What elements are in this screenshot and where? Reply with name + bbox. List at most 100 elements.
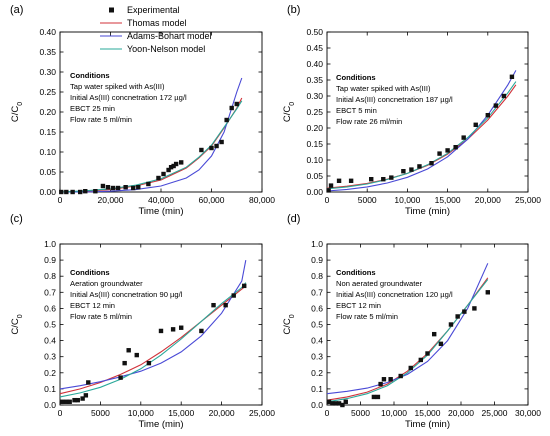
y-tick-label: 0.25 <box>39 87 56 97</box>
y-tick-label: 0.4 <box>311 336 323 346</box>
y-tick-label: 0.0 <box>44 400 56 410</box>
y-tick-label: 0.0 <box>311 400 323 410</box>
data-point-experimental <box>408 365 413 371</box>
data-point-experimental <box>326 399 332 404</box>
data-point-experimental <box>330 401 335 406</box>
x-tick-label: 30,000 <box>515 408 541 418</box>
data-point-experimental <box>381 377 387 382</box>
x-axis-label: Time (min) <box>405 206 450 217</box>
series-line-yoon <box>326 81 517 190</box>
data-point-experimental <box>86 380 91 385</box>
conditions-line: EBCT 12 min <box>70 301 115 310</box>
legend-entry-experimental: Experimental <box>109 5 180 15</box>
data-point-experimental <box>173 161 179 167</box>
data-point-experimental <box>72 397 77 403</box>
data-point-experimental <box>134 352 139 358</box>
y-tick-label: 0.1 <box>311 384 323 394</box>
data-point-experimental <box>493 103 499 108</box>
series-line-yoon <box>59 282 247 398</box>
conditions-line: Flow rate 26 ml/min <box>336 117 402 126</box>
y-tick-label: 0.2 <box>311 368 323 378</box>
series-line-adams <box>59 259 247 390</box>
series-line-adams <box>326 263 489 395</box>
data-point-experimental <box>123 185 128 190</box>
y-axis-label-main: C/C <box>282 318 293 335</box>
y-tick-label: 0.30 <box>39 67 56 77</box>
conditions-line: Flow rate 5 ml/min <box>336 312 398 321</box>
legend: Experimental Thomas model Adams-Bohart mod… <box>100 5 212 54</box>
data-point-experimental <box>211 302 216 308</box>
data-point-experimental <box>93 189 98 194</box>
x-tick-label: 20,000 <box>475 195 501 205</box>
y-tick-label: 0.7 <box>44 287 56 297</box>
legend-label: Adams-Bohart model <box>127 31 212 41</box>
x-tick-label: 15,000 <box>168 408 194 418</box>
data-point-experimental <box>229 105 234 111</box>
x-tick-label: 20,000 <box>209 408 235 418</box>
x-axis-label: Time (min) <box>138 419 183 430</box>
y-tick-label: 0.4 <box>44 336 56 346</box>
x-tick-label: 25,000 <box>482 408 508 418</box>
data-point-experimental <box>60 399 65 404</box>
x-tick-label: 15,000 <box>435 195 461 205</box>
legend-label: Thomas model <box>127 18 187 28</box>
data-point-experimental <box>343 399 348 404</box>
y-tick-label: 0.5 <box>311 320 323 330</box>
y-axis-label-subscript: 0 <box>17 314 24 318</box>
data-point-experimental <box>417 164 422 169</box>
data-point-experimental <box>75 397 80 403</box>
data-point-experimental <box>146 360 152 366</box>
data-point-experimental <box>472 306 477 311</box>
data-point-experimental <box>336 178 342 183</box>
data-point-experimental <box>455 314 460 319</box>
y-axis-label-main: C/C <box>282 106 293 123</box>
data-point-experimental <box>83 189 88 194</box>
y-tick-label: 0.40 <box>306 59 323 69</box>
x-tick-label: 25,000 <box>249 408 275 418</box>
data-point-experimental <box>485 113 490 118</box>
y-tick-label: 0.10 <box>39 147 56 157</box>
series-line-thomas <box>326 84 517 189</box>
data-point-experimental <box>328 183 334 188</box>
data-point-experimental <box>146 181 151 187</box>
data-point-experimental <box>389 175 394 180</box>
data-point-experimental <box>378 381 383 387</box>
data-point-experimental <box>136 185 141 190</box>
data-point-experimental <box>448 322 454 327</box>
legend-entry-thomas: Thomas model <box>100 18 187 28</box>
legend-entry-yoon: Yoon-Nelson model <box>100 44 205 54</box>
y-tick-label: 0.05 <box>39 167 56 177</box>
x-tick-label: 5000 <box>358 195 377 205</box>
series-line-thomas <box>59 285 247 395</box>
y-tick-label: 0.10 <box>306 155 323 165</box>
data-point-experimental <box>171 163 176 169</box>
data-point-experimental <box>224 117 229 123</box>
data-point-experimental <box>453 145 458 150</box>
data-point-experimental <box>242 283 247 289</box>
y-axis-label-main: C/C <box>10 318 21 335</box>
data-point-experimental <box>340 402 345 408</box>
x-tick-label: 20,000 <box>98 195 124 205</box>
data-point-experimental <box>83 393 89 398</box>
data-point-experimental <box>409 167 414 172</box>
x-tick-label: 10,000 <box>394 195 420 205</box>
x-tick-label: 10,000 <box>128 408 154 418</box>
y-tick-label: 0.30 <box>306 91 323 101</box>
data-point-experimental <box>110 185 116 191</box>
y-axis-label: C/C0 <box>282 102 296 122</box>
y-tick-label: 0.25 <box>306 107 323 117</box>
conditions-line: Tap water spiked with As(III) <box>70 82 165 91</box>
y-tick-label: 0.45 <box>306 43 323 53</box>
y-tick-label: 0.05 <box>306 171 323 181</box>
y-tick-label: 0.9 <box>311 255 323 265</box>
x-tick-label: 60,000 <box>199 195 225 205</box>
y-tick-label: 0.15 <box>39 127 56 137</box>
x-axis-label: Time (min) <box>138 206 183 217</box>
conditions-line: Aeration groundwater <box>70 279 143 288</box>
x-tick-label: 15,000 <box>415 408 441 418</box>
y-tick-label: 1.0 <box>44 239 56 249</box>
panel-label: (d) <box>287 213 300 225</box>
data-point-experimental <box>64 399 69 404</box>
y-tick-label: 0.15 <box>306 139 323 149</box>
